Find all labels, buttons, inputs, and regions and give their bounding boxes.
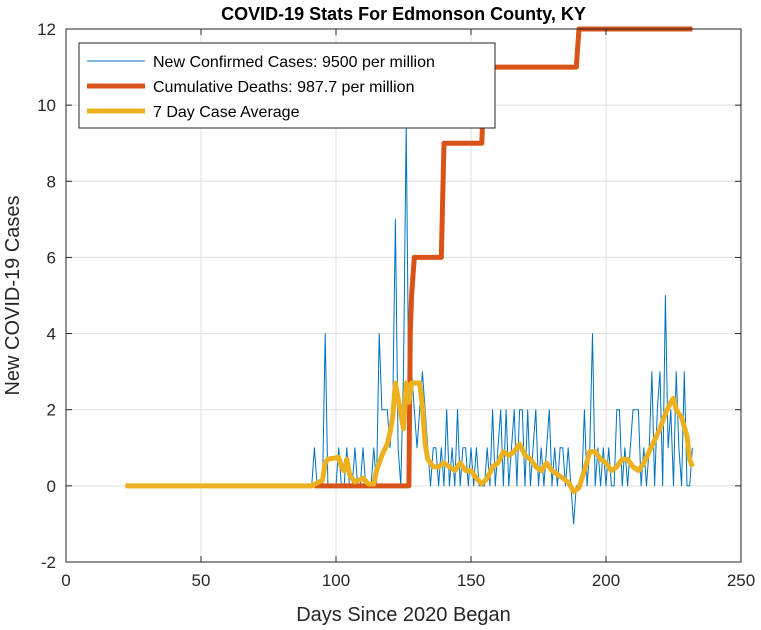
series-line-1	[125, 123, 693, 525]
x-tick-label: 100	[322, 571, 350, 590]
y-tick-label: 10	[37, 96, 56, 115]
y-tick-label: 4	[47, 325, 56, 344]
series-line-3	[125, 380, 695, 495]
x-tick-label: 0	[61, 571, 70, 590]
y-tick-label: 6	[47, 248, 56, 267]
y-tick-label: 8	[47, 172, 56, 191]
chart-title: COVID-19 Stats For Edmonson County, KY	[221, 4, 586, 24]
y-tick-label: -2	[41, 553, 56, 572]
legend-label-3: 7 Day Case Average	[153, 104, 300, 121]
ticks: 0 50 100 150 200 250 -2 0 2 4 6 8 10 12	[37, 20, 755, 590]
x-tick-label: 50	[192, 571, 211, 590]
legend: New Confirmed Cases: 9500 per million Cum…	[78, 42, 496, 129]
y-tick-label: 0	[47, 477, 56, 496]
y-tick-label: 12	[37, 20, 56, 39]
x-tick-label: 200	[592, 571, 620, 590]
legend-label-1: New Confirmed Cases: 9500 per million	[153, 54, 435, 71]
series-line-2	[314, 26, 693, 489]
y-axis-label: New COVID-19 Cases	[2, 195, 24, 395]
x-axis-label: Days Since 2020 Began	[296, 604, 511, 626]
x-tick-label: 150	[457, 571, 485, 590]
x-tick-label: 250	[727, 571, 755, 590]
series-layer	[125, 26, 695, 525]
legend-box	[78, 42, 496, 129]
legend-label-2: Cumulative Deaths: 987.7 per million	[153, 79, 414, 96]
axes-box	[65, 28, 742, 563]
y-tick-label: 2	[47, 401, 56, 420]
